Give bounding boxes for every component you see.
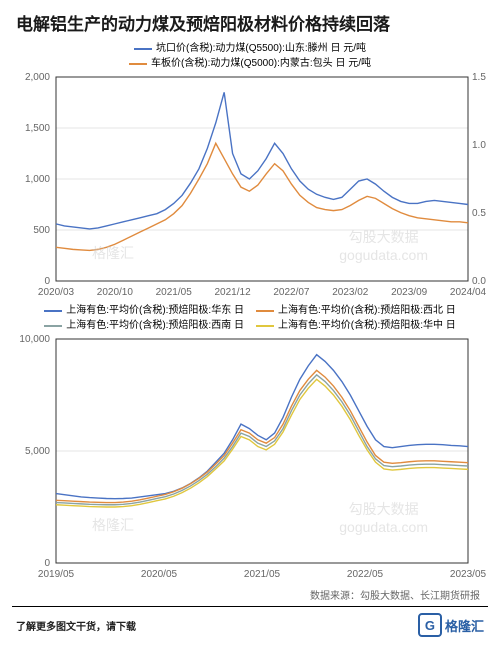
legend-item: 车板价(含税):动力煤(Q5000):内蒙古:包头 日 元/吨	[129, 57, 371, 71]
chart1: 0 500 1,000 1,500 2,000 0.0 0.5 1.0 1.5 2020/03 20…	[12, 73, 488, 303]
svg-text:1,500: 1,500	[25, 123, 50, 134]
svg-text:1.5: 1.5	[472, 73, 486, 83]
chart1-svg: 0 500 1,000 1,500 2,000 0.0 0.5 1.0 1.5 2020/03 20…	[12, 73, 488, 303]
svg-text:2022/05: 2022/05	[347, 569, 384, 580]
svg-text:5,000: 5,000	[25, 446, 50, 457]
series-line	[56, 379, 468, 507]
logo-icon: G	[418, 613, 442, 637]
chart2: 0 5,000 10,000 2019/05 2020/05 2021/05 2022/05…	[12, 335, 488, 585]
svg-text:500: 500	[33, 225, 50, 236]
series-line	[56, 143, 468, 250]
svg-text:2023/02: 2023/02	[332, 287, 369, 298]
svg-text:1.0: 1.0	[472, 140, 486, 151]
page-title: 电解铝生产的动力煤及预焙阳极材料价格持续回落	[16, 10, 488, 35]
svg-text:1,000: 1,000	[25, 174, 50, 185]
svg-text:2019/05: 2019/05	[38, 569, 75, 580]
svg-text:2023/09: 2023/09	[391, 287, 428, 298]
legend-item: 上海有色:平均价(含税):预焙阳极:西北 日	[256, 304, 456, 318]
legend-item: 上海有色:平均价(含税):预焙阳极:华东 日	[44, 304, 244, 318]
svg-text:0.5: 0.5	[472, 208, 486, 219]
legend-item: 上海有色:平均价(含税):预焙阳极:华中 日	[256, 319, 456, 333]
svg-text:2024/04: 2024/04	[450, 287, 487, 298]
svg-text:2020/03: 2020/03	[38, 287, 75, 298]
svg-text:10,000: 10,000	[19, 335, 50, 345]
brand-logo: G 格隆汇	[418, 613, 484, 637]
separator	[12, 606, 488, 607]
legend-item: 上海有色:平均价(含税):预焙阳极:西南 日	[44, 319, 244, 333]
svg-text:2021/05: 2021/05	[244, 569, 281, 580]
svg-text:2022/07: 2022/07	[273, 287, 310, 298]
chart2-svg: 0 5,000 10,000 2019/05 2020/05 2021/05 2022/05…	[12, 335, 488, 585]
svg-text:2023/05: 2023/05	[450, 569, 487, 580]
footer: 了解更多图文干货，请下载 G 格隆汇	[12, 613, 488, 637]
chart2-legend: 上海有色:平均价(含税):预焙阳极:华东 日上海有色:平均价(含税):预焙阳极:…	[12, 303, 488, 333]
series-line	[56, 375, 468, 505]
svg-text:2021/12: 2021/12	[214, 287, 251, 298]
svg-text:2,000: 2,000	[25, 73, 50, 83]
svg-text:2020/10: 2020/10	[97, 287, 134, 298]
svg-text:0: 0	[44, 558, 50, 569]
series-line	[56, 370, 468, 502]
svg-text:2021/05: 2021/05	[156, 287, 193, 298]
series-line	[56, 355, 468, 499]
footer-text: 了解更多图文干货，请下载	[16, 618, 136, 633]
svg-text:0: 0	[44, 276, 50, 287]
svg-text:0.0: 0.0	[472, 276, 486, 287]
page: 电解铝生产的动力煤及预焙阳极材料价格持续回落 坑口价(含税):动力煤(Q5500…	[0, 0, 500, 645]
source-text: 数据来源：勾股大数据、长江期货研报	[12, 587, 480, 602]
chart1-legend: 坑口价(含税):动力煤(Q5500):山东:滕州 日 元/吨车板价(含税):动力…	[12, 41, 488, 71]
svg-text:2020/05: 2020/05	[141, 569, 178, 580]
series-line	[56, 92, 468, 229]
logo-text: 格隆汇	[445, 616, 484, 635]
legend-item: 坑口价(含税):动力煤(Q5500):山东:滕州 日 元/吨	[134, 42, 366, 56]
